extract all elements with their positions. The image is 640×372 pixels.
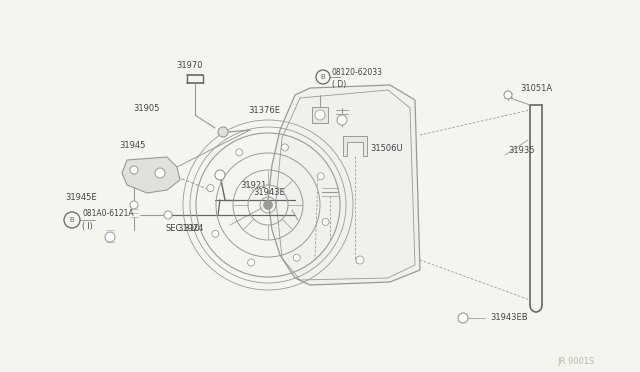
Circle shape [264, 201, 273, 209]
Circle shape [356, 256, 364, 264]
Text: 31921: 31921 [240, 180, 266, 189]
Circle shape [248, 259, 255, 266]
Text: 31945E: 31945E [65, 192, 97, 202]
Polygon shape [122, 157, 180, 193]
Circle shape [105, 232, 115, 242]
Text: 31945: 31945 [119, 141, 145, 150]
Circle shape [130, 166, 138, 174]
Circle shape [155, 168, 165, 178]
Circle shape [337, 115, 347, 125]
Circle shape [458, 313, 468, 323]
Circle shape [322, 218, 329, 225]
Circle shape [212, 230, 219, 237]
Text: 31506U: 31506U [370, 144, 403, 153]
Circle shape [504, 91, 512, 99]
Circle shape [215, 170, 225, 180]
Bar [312, 107, 328, 123]
Circle shape [207, 185, 214, 192]
Circle shape [164, 211, 172, 219]
Circle shape [236, 149, 243, 156]
Text: 08120-62033: 08120-62033 [332, 67, 383, 77]
Circle shape [218, 127, 228, 137]
Text: 31924: 31924 [177, 224, 203, 232]
Text: 31943E: 31943E [253, 187, 285, 196]
Text: B: B [321, 74, 325, 80]
Circle shape [315, 110, 325, 120]
Text: B: B [70, 217, 74, 223]
Circle shape [293, 254, 300, 261]
Text: 31905: 31905 [134, 103, 160, 112]
Text: 081A0-6121A: 081A0-6121A [82, 208, 134, 218]
Text: ( I): ( I) [82, 221, 93, 231]
Polygon shape [343, 136, 367, 156]
Circle shape [282, 144, 289, 151]
Text: 31935: 31935 [508, 145, 534, 154]
Polygon shape [268, 85, 420, 285]
Text: 31970: 31970 [177, 61, 204, 70]
Circle shape [130, 201, 138, 209]
Circle shape [317, 173, 324, 180]
Text: SEC.310: SEC.310 [165, 224, 200, 232]
Text: 31376E: 31376E [248, 106, 280, 115]
Text: 31943EB: 31943EB [490, 314, 527, 323]
Text: ( D): ( D) [332, 80, 346, 89]
Text: JR 9001S: JR 9001S [557, 357, 595, 366]
Text: 31051A: 31051A [520, 83, 552, 93]
